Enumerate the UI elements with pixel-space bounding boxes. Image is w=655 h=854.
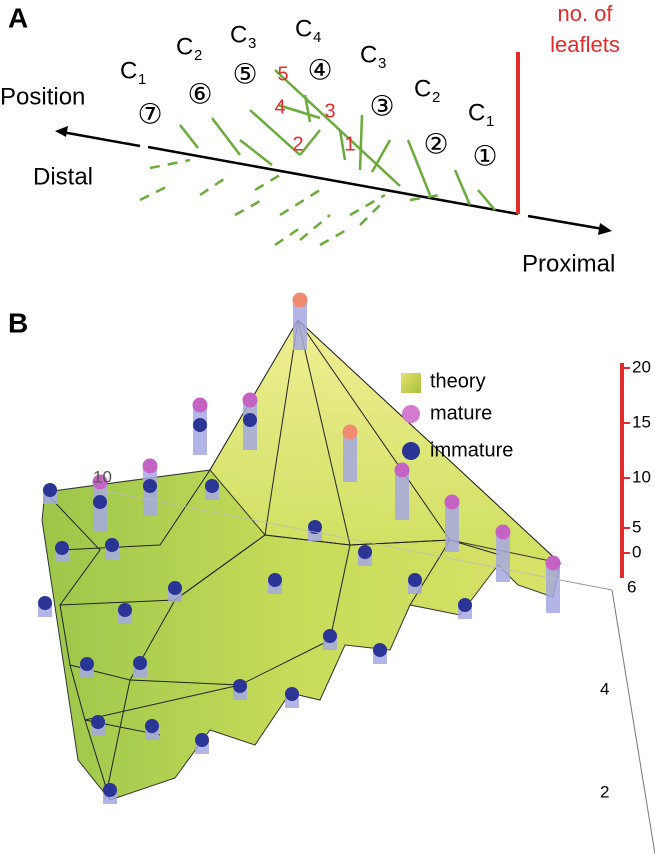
legend-label: immature: [430, 439, 513, 461]
immature-dot: [168, 581, 182, 595]
pin: [343, 432, 357, 482]
class-label: C: [176, 33, 193, 60]
pin: [395, 470, 409, 520]
immature-dot: [323, 629, 337, 643]
panel-a-drawing: [55, 52, 612, 247]
axis-label: Position: [0, 83, 85, 110]
depth-tick-label: 2: [600, 782, 609, 801]
z-tick-label: 0: [632, 542, 641, 561]
immature-dot: [43, 483, 57, 497]
immature-dot: [243, 413, 257, 427]
axis-label: Distal: [33, 163, 93, 190]
data-pins: [38, 292, 561, 804]
mature-dot: [444, 494, 460, 510]
class-subscript: 3: [378, 55, 386, 72]
immature-dot: [38, 596, 52, 610]
immature-dot: [118, 603, 132, 617]
class-subscript: 2: [432, 89, 440, 106]
panel-label: B: [8, 307, 28, 338]
legend-swatch: [402, 405, 420, 423]
leaflet-number: 3: [324, 100, 335, 122]
circle-number: ④: [307, 54, 332, 85]
immature-dot: [55, 541, 69, 555]
class-subscript: 1: [486, 113, 494, 130]
circle-number: ②: [423, 128, 448, 159]
mature-dot: [192, 397, 208, 413]
immature-dot: [268, 573, 282, 587]
z-tick-label: 10: [632, 467, 651, 486]
immature-dot: [145, 719, 159, 733]
pin: [293, 300, 307, 350]
class-label: C: [230, 21, 247, 48]
legend-swatch: [402, 442, 420, 460]
mature-dot: [342, 424, 358, 440]
immature-dot: [285, 687, 299, 701]
mature-dot: [545, 555, 561, 571]
z-tick-label: 20: [632, 357, 651, 376]
immature-dot: [233, 679, 247, 693]
immature-dot: [103, 783, 117, 797]
immature-dot: [195, 733, 209, 747]
circle-number: ①: [472, 140, 497, 171]
immature-dot: [143, 479, 157, 493]
immature-dot: [80, 657, 94, 671]
z-tick-label: 5: [632, 517, 641, 536]
leaflet-number: 4: [274, 96, 285, 118]
mature-dot: [142, 458, 158, 474]
legend-label: mature: [430, 402, 492, 424]
class-subscript: 4: [313, 29, 321, 46]
immature-dot: [408, 573, 422, 587]
legend-label: theory: [430, 370, 486, 392]
depth-tick-label: 4: [600, 679, 609, 698]
immature-dot: [308, 520, 322, 534]
class-label: C: [360, 41, 377, 68]
class-label: C: [414, 75, 431, 102]
depth-tick-label: 6: [627, 577, 636, 596]
mature-dot: [92, 474, 108, 490]
legend-swatch: [401, 373, 421, 393]
circle-number: ③: [369, 90, 394, 121]
immature-dot: [205, 479, 219, 493]
mature-dot: [242, 392, 258, 408]
pin: [546, 563, 560, 613]
mature-dot: [495, 524, 511, 540]
axis-label: leaflets: [550, 32, 620, 57]
mature-dot: [394, 462, 410, 478]
immature-dot: [93, 495, 107, 509]
pin: [445, 502, 459, 552]
immature-dot: [358, 545, 372, 559]
immature-dot: [105, 538, 119, 552]
axis-label: no. of: [557, 1, 613, 26]
z-tick-label: 15: [632, 412, 651, 431]
class-subscript: 3: [248, 35, 256, 52]
leaflet-number: 5: [277, 63, 288, 85]
back-tick-label: 10: [93, 467, 112, 486]
axis-label: Proximal: [522, 250, 615, 277]
mature-dot: [292, 292, 308, 308]
class-label: C: [120, 57, 137, 84]
class-subscript: 1: [138, 71, 146, 88]
immature-dot: [373, 643, 387, 657]
class-label: C: [295, 15, 312, 42]
immature-dot: [133, 656, 147, 670]
circle-number: ⑥: [187, 78, 212, 109]
immature-dot: [458, 598, 472, 612]
immature-dot: [193, 418, 207, 432]
panel-b-axes: [99, 363, 655, 854]
circle-number: ⑦: [137, 98, 162, 129]
class-label: C: [468, 99, 485, 126]
panel-label: A: [8, 2, 28, 33]
circle-number: ⑤: [232, 58, 257, 89]
leaflet-number: 2: [292, 133, 303, 155]
immature-dot: [91, 715, 105, 729]
leaflet-number: 1: [344, 133, 355, 155]
class-subscript: 2: [194, 47, 202, 64]
